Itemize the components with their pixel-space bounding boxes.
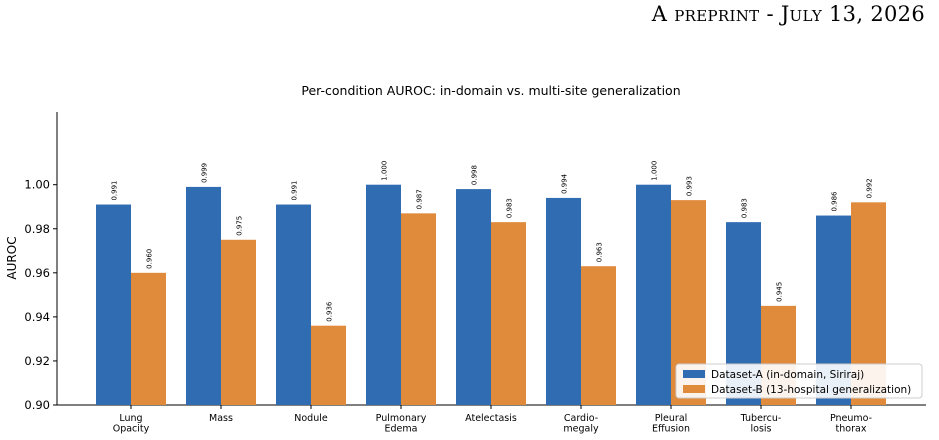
bar-dataset-b: [491, 222, 526, 405]
bar-dataset-a: [456, 189, 491, 405]
data-label: 0.987: [416, 189, 424, 209]
data-label: 0.993: [686, 176, 694, 196]
x-tick-label: Cardio-: [564, 413, 598, 424]
bar-dataset-b: [311, 325, 346, 405]
running-header: A PREPRINT - JULY 13, 2026: [652, 2, 925, 26]
x-tick-label: Pneumo-: [830, 413, 872, 424]
bar-dataset-b: [131, 272, 166, 405]
data-label: 0.986: [831, 191, 839, 212]
y-tick-label: 0.92: [24, 354, 50, 368]
x-tick-label: megaly: [563, 424, 599, 435]
y-tick-label: 0.94: [24, 310, 50, 324]
legend: Dataset-A (in-domain, Siriraj) Dataset-B …: [675, 363, 923, 399]
y-tick-label: 0.96: [24, 266, 50, 280]
data-label: 1.000: [381, 161, 389, 181]
bar-dataset-a: [546, 197, 581, 405]
data-label: 0.945: [776, 282, 784, 302]
legend-box: [675, 363, 923, 399]
data-label: 0.992: [866, 178, 874, 198]
x-tick-label: Effusion: [652, 424, 690, 435]
data-label: 0.960: [146, 249, 154, 269]
x-tick-label: Pulmonary: [376, 413, 427, 424]
running-header-text: A PREPRINT - JULY 13, 2026: [651, 2, 925, 26]
x-tick-label: Tubercu-: [740, 413, 782, 424]
chart-title: Per-condition AUROC: in-domain vs. multi…: [301, 83, 680, 98]
y-axis-label: AUROC: [5, 236, 19, 279]
x-tick-label: Pleural: [655, 413, 688, 424]
y-tick-label: 1.00: [24, 178, 50, 192]
legend-swatch: [683, 370, 705, 378]
data-label: 0.994: [561, 173, 569, 194]
data-label: 0.936: [326, 301, 334, 322]
data-label: 0.991: [111, 180, 119, 200]
bar-dataset-b: [581, 266, 616, 405]
x-tick-label: Nodule: [294, 413, 328, 424]
bar-dataset-a: [96, 204, 131, 405]
bar-dataset-a: [276, 204, 311, 405]
data-label: 0.998: [471, 165, 479, 185]
data-label: 0.983: [741, 198, 749, 218]
data-label: 0.975: [236, 216, 244, 236]
legend-swatch: [683, 385, 705, 393]
bar-dataset-b: [401, 213, 436, 405]
bar-dataset-b: [221, 239, 256, 405]
x-tick-label: thorax: [836, 424, 867, 435]
legend-label: Dataset-A (in-domain, Siriraj): [711, 369, 864, 381]
x-tick-label: losis: [751, 424, 772, 435]
data-label: 0.983: [506, 198, 514, 218]
bar-dataset-a: [636, 184, 671, 405]
x-tick-label: Opacity: [113, 424, 150, 435]
legend-label: Dataset-B (13-hospital generalization): [711, 384, 911, 396]
y-tick-label: 0.98: [24, 222, 50, 236]
bar-dataset-a: [366, 184, 401, 405]
bar-dataset-a: [186, 186, 221, 405]
x-tick-label: Edema: [385, 424, 418, 435]
x-tick-label: Mass: [209, 413, 233, 424]
x-tick-label: Lung: [119, 413, 142, 424]
x-tick-label: Atelectasis: [465, 413, 517, 424]
data-label: 0.963: [596, 242, 604, 262]
data-label: 0.991: [291, 180, 299, 200]
data-label: 1.000: [651, 161, 659, 181]
y-tick-label: 0.90: [24, 398, 50, 412]
data-label: 0.999: [201, 163, 209, 183]
